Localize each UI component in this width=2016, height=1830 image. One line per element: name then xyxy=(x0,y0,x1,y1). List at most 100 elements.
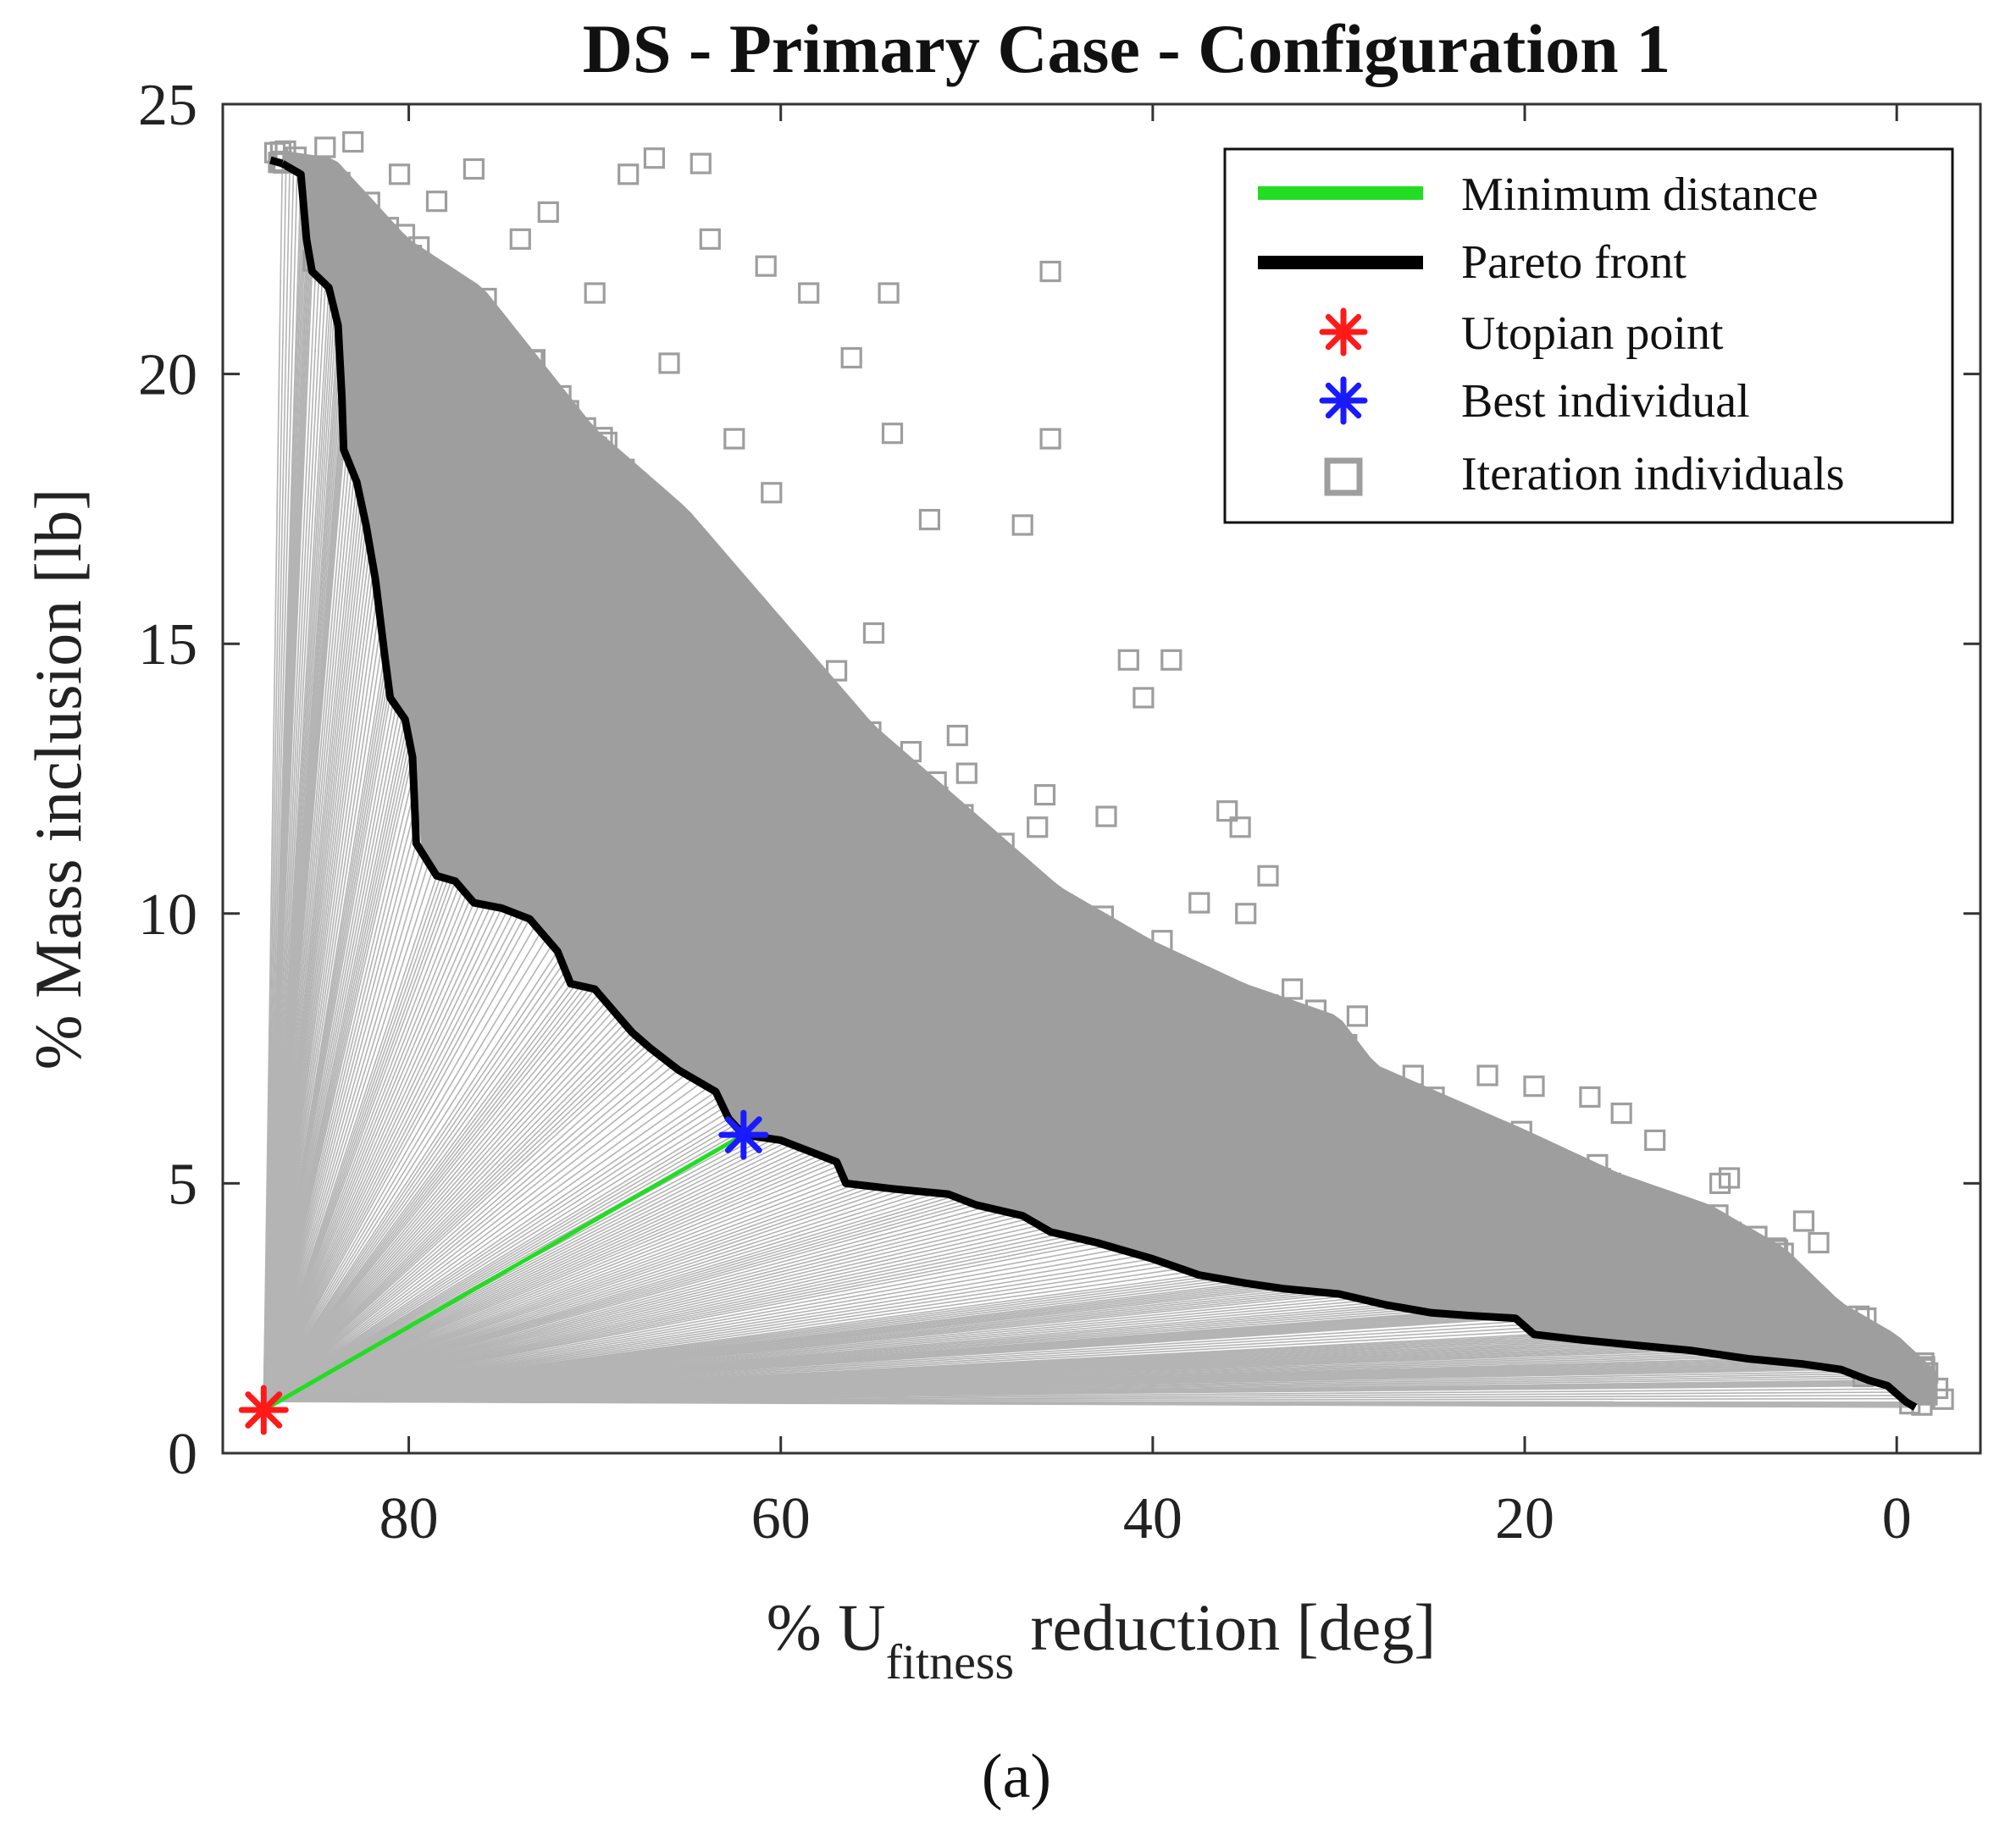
iteration-individual xyxy=(993,832,1015,854)
iteration-individual xyxy=(1667,1271,1689,1293)
iteration-individual xyxy=(1610,1102,1632,1125)
iteration-individual xyxy=(584,660,606,682)
iteration-individual xyxy=(1529,1207,1551,1229)
iteration-individual xyxy=(1494,1176,1516,1198)
iteration-individual xyxy=(613,458,635,480)
distance-spoke xyxy=(263,1001,606,1402)
iteration-individual xyxy=(1319,1097,1341,1120)
iteration-individual xyxy=(1305,1113,1328,1135)
distance-spoke xyxy=(263,914,519,1402)
iteration-individual xyxy=(537,201,559,223)
distance-spoke xyxy=(263,889,463,1402)
iteration-individual xyxy=(509,228,531,250)
iteration-individual xyxy=(1604,1291,1626,1314)
distance-spoke xyxy=(263,1027,629,1402)
distance-spoke xyxy=(263,856,425,1402)
iteration-individual xyxy=(1213,984,1235,1007)
iteration-individual xyxy=(1365,1210,1387,1232)
iteration-individual xyxy=(1439,1145,1461,1168)
distance-spoke xyxy=(263,808,416,1402)
iteration-individual xyxy=(1086,914,1108,936)
distance-spoke xyxy=(263,1165,839,1402)
iteration-individual xyxy=(1468,1155,1490,1178)
legend-best-label: Best individual xyxy=(1461,375,1750,428)
iteration-individual xyxy=(1618,1229,1641,1251)
iteration-individual xyxy=(1702,1302,1724,1324)
distance-spoke xyxy=(263,1138,774,1402)
iteration-individual xyxy=(1110,927,1132,949)
iteration-individual xyxy=(835,800,857,822)
distance-spoke xyxy=(263,918,531,1402)
y-tick-label: 20 xyxy=(138,343,197,408)
iteration-individual xyxy=(323,170,345,192)
iteration-individual xyxy=(818,733,840,755)
distance-spoke xyxy=(263,1096,719,1402)
iteration-individual xyxy=(1055,930,1077,953)
iteration-individual xyxy=(1630,1227,1652,1249)
iteration-individual xyxy=(584,282,606,304)
iteration-individual xyxy=(1526,1255,1549,1278)
iteration-individual xyxy=(1203,1049,1226,1072)
distance-spoke xyxy=(263,983,572,1402)
individual-squares xyxy=(263,131,1954,1416)
distance-spoke xyxy=(263,849,421,1402)
distance-spoke xyxy=(263,843,418,1402)
distance-spoke xyxy=(263,997,603,1402)
iteration-individual xyxy=(599,517,621,539)
distance-spoke xyxy=(263,1189,904,1402)
iteration-individual xyxy=(1239,1021,1261,1043)
iteration-individual xyxy=(1790,1302,1812,1324)
iteration-individual xyxy=(550,384,572,406)
iteration-individual xyxy=(723,428,745,450)
iteration-individual xyxy=(680,617,702,639)
iteration-individual xyxy=(1746,1225,1768,1247)
iteration-individual xyxy=(760,628,782,650)
y-tick-label: 0 xyxy=(168,1422,197,1487)
iteration-individual xyxy=(1095,805,1117,827)
distance-spoke xyxy=(263,1264,1171,1402)
iteration-individual xyxy=(1698,1215,1720,1237)
distance-spoke xyxy=(263,908,503,1402)
chart-title: DS - Primary Case - Configuration 1 xyxy=(583,10,1671,87)
distance-spoke xyxy=(263,1241,1098,1402)
distance-spoke xyxy=(263,1102,722,1402)
iteration-individual xyxy=(853,821,876,843)
y-tick-label: 25 xyxy=(138,73,197,138)
iteration-individual xyxy=(546,551,568,574)
iteration-individual xyxy=(596,470,618,492)
distance-spoke xyxy=(263,902,475,1402)
iteration-individual xyxy=(1855,1307,1877,1330)
markers-layer xyxy=(238,1109,769,1435)
iteration-individual xyxy=(933,898,955,920)
iteration-individual xyxy=(1851,1321,1873,1343)
iteration-individual xyxy=(965,829,988,851)
legend-utopian-star-glyph xyxy=(1319,307,1368,357)
iteration-individual xyxy=(472,444,495,466)
iteration-individual xyxy=(1333,1090,1355,1112)
distance-spoke xyxy=(263,1157,826,1402)
distance-spoke xyxy=(263,1169,841,1402)
iteration-individual xyxy=(927,786,949,809)
iteration-individual xyxy=(1666,1316,1689,1338)
iteration-individual xyxy=(591,427,613,449)
iteration-individual xyxy=(762,670,784,692)
iteration-individual xyxy=(520,377,542,399)
iteration-individual xyxy=(1284,1064,1306,1086)
iteration-individual xyxy=(1718,1167,1741,1189)
iteration-individual xyxy=(1625,1277,1647,1300)
iteration-individual xyxy=(1257,865,1279,887)
distance-spoke xyxy=(263,985,581,1402)
iteration-individual xyxy=(520,462,542,484)
iteration-individual xyxy=(1039,260,1061,283)
distance-spoke xyxy=(263,1188,893,1402)
iteration-individual xyxy=(1369,1141,1391,1163)
iteration-individual xyxy=(887,830,909,853)
iteration-individual xyxy=(708,565,730,587)
distance-spoke xyxy=(263,898,471,1402)
iteration-individual xyxy=(1253,1145,1276,1168)
distance-spoke xyxy=(263,1127,739,1402)
iteration-individual xyxy=(1755,1328,1777,1350)
iteration-individual xyxy=(342,251,365,273)
iteration-individual xyxy=(1768,1287,1790,1309)
distance-spoke xyxy=(263,1248,1120,1402)
